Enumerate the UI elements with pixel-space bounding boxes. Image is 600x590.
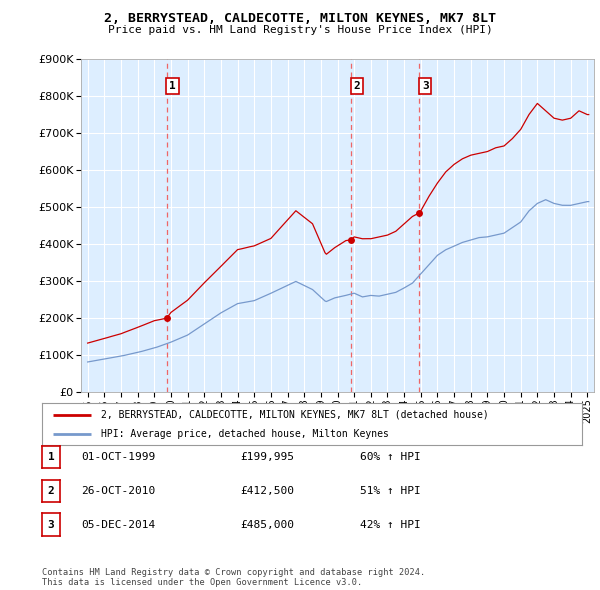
Text: 2, BERRYSTEAD, CALDECOTTE, MILTON KEYNES, MK7 8LT (detached house): 2, BERRYSTEAD, CALDECOTTE, MILTON KEYNES… [101, 410, 489, 420]
Text: £199,995: £199,995 [240, 453, 294, 462]
Text: 51% ↑ HPI: 51% ↑ HPI [360, 486, 421, 496]
Text: 42% ↑ HPI: 42% ↑ HPI [360, 520, 421, 529]
Text: 26-OCT-2010: 26-OCT-2010 [81, 486, 155, 496]
Text: 01-OCT-1999: 01-OCT-1999 [81, 453, 155, 462]
Text: 1: 1 [47, 453, 55, 462]
Text: HPI: Average price, detached house, Milton Keynes: HPI: Average price, detached house, Milt… [101, 428, 389, 438]
Text: Contains HM Land Registry data © Crown copyright and database right 2024.
This d: Contains HM Land Registry data © Crown c… [42, 568, 425, 587]
Text: 1: 1 [169, 81, 176, 91]
Text: 2, BERRYSTEAD, CALDECOTTE, MILTON KEYNES, MK7 8LT: 2, BERRYSTEAD, CALDECOTTE, MILTON KEYNES… [104, 12, 496, 25]
Text: 2: 2 [354, 81, 361, 91]
Text: 60% ↑ HPI: 60% ↑ HPI [360, 453, 421, 462]
Text: £485,000: £485,000 [240, 520, 294, 529]
Text: 3: 3 [47, 520, 55, 529]
Text: 2: 2 [47, 486, 55, 496]
Text: 3: 3 [422, 81, 428, 91]
Text: 05-DEC-2014: 05-DEC-2014 [81, 520, 155, 529]
Text: Price paid vs. HM Land Registry's House Price Index (HPI): Price paid vs. HM Land Registry's House … [107, 25, 493, 35]
Text: £412,500: £412,500 [240, 486, 294, 496]
